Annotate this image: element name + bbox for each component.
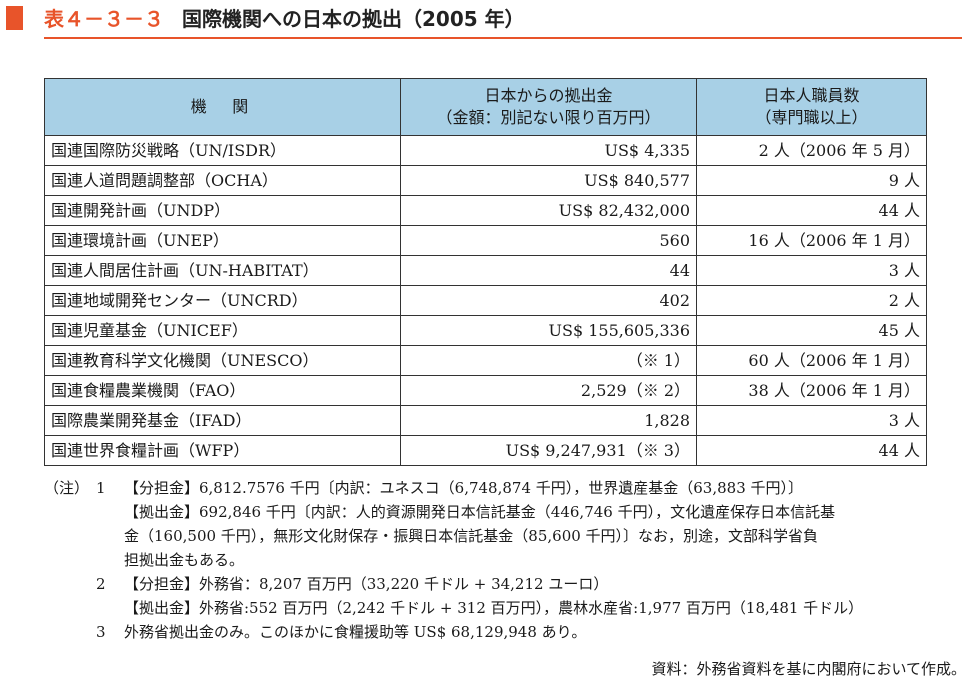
cell-organization: 国連人間居住計画（UN-HABITAT） xyxy=(44,255,401,286)
header-organization: 機関 xyxy=(44,78,401,136)
table-row: 国連環境計画（UNEP） 560 16 人（2006 年 1 月） xyxy=(44,225,927,256)
cell-staff: 38 人（2006 年 1 月） xyxy=(696,375,927,406)
table-row: 国連国際防災戦略（UN/ISDR） US$ 4,335 2 人（2006 年 5 月… xyxy=(44,135,927,166)
header-staff: 日本人職員数 （専門職以上） xyxy=(696,78,927,136)
contribution-table: 機関 日本からの拠出金 （金額：別記ない限り百万円） 日本人職員数 （専門職以上… xyxy=(44,78,927,466)
cell-amount: US$ 155,605,336 xyxy=(400,315,697,346)
page-title: 表４－３－３ 国際機関への日本の拠出（2005 年） xyxy=(44,4,525,34)
cell-organization: 国際農業開発基金（IFAD） xyxy=(44,405,401,436)
table-row: 国連世界食糧計画（WFP） US$ 9,247,931（※ 3） 44 人 xyxy=(44,435,927,466)
cell-amount: US$ 82,432,000 xyxy=(400,195,697,226)
cell-staff: 44 人 xyxy=(696,435,927,466)
table-body: 国連国際防災戦略（UN/ISDR） US$ 4,335 2 人（2006 年 5 月… xyxy=(44,135,927,466)
cell-amount: US$ 840,577 xyxy=(400,165,697,196)
cell-staff: 2 人（2006 年 5 月） xyxy=(696,135,927,166)
cell-staff: 2 人 xyxy=(696,285,927,316)
cell-organization: 国連環境計画（UNEP） xyxy=(44,225,401,256)
table-row: 国連地域開発センター（UNCRD） 402 2 人 xyxy=(44,285,927,316)
note-text: 外務省拠出金のみ。このほかに食糧援助等 US$ 68,129,948 あり。 xyxy=(124,623,587,641)
table-row: 国連人間居住計画（UN-HABITAT） 44 3 人 xyxy=(44,255,927,286)
table-row: 国際農業開発基金（IFAD） 1,828 3 人 xyxy=(44,405,927,436)
table-title: 国際機関への日本の拠出（2005 年） xyxy=(182,7,525,31)
note-text: 担拠出金もある。 xyxy=(124,551,245,569)
table-row: 国連開発計画（UNDP） US$ 82,432,000 44 人 xyxy=(44,195,927,226)
cell-staff: 60 人（2006 年 1 月） xyxy=(696,345,927,376)
cell-amount: 2,529（※ 2） xyxy=(400,375,697,406)
table-row: 国連児童基金（UNICEF） US$ 155,605,336 45 人 xyxy=(44,315,927,346)
cell-amount: 44 xyxy=(400,255,697,286)
cell-amount: 560 xyxy=(400,225,697,256)
cell-organization: 国連開発計画（UNDP） xyxy=(44,195,401,226)
header-staff-line1: 日本人職員数 xyxy=(763,86,860,105)
header-amount: 日本からの拠出金 （金額：別記ない限り百万円） xyxy=(400,78,697,136)
table-row: 国連食糧農業機関（FAO） 2,529（※ 2） 38 人（2006 年 1 月） xyxy=(44,375,927,406)
note-text: 【分担金】外務省：8,207 百万円（33,220 千ドル + 34,212 ユ… xyxy=(124,575,609,593)
note-1-line-3: 金（160,500 千円），無形文化財保存・振興日本信託基金（85,600 千円… xyxy=(44,524,964,548)
table-number: 表４－３－３ xyxy=(44,7,164,31)
cell-organization: 国連児童基金（UNICEF） xyxy=(44,315,401,346)
note-text: 【分担金】6,812.7576 千円〔内訳：ユネスコ（6,748,874 千円）… xyxy=(124,479,804,497)
note-number: 1 xyxy=(96,479,106,497)
notes-section: （注） 1 【分担金】6,812.7576 千円〔内訳：ユネスコ（6,748,8… xyxy=(44,476,964,644)
cell-staff: 3 人 xyxy=(696,405,927,436)
note-2-line-1: 2 【分担金】外務省：8,207 百万円（33,220 千ドル + 34,212… xyxy=(44,572,964,596)
table-row: 国連人道問題調整部（OCHA） US$ 840,577 9 人 xyxy=(44,165,927,196)
note-1-line-1: （注） 1 【分担金】6,812.7576 千円〔内訳：ユネスコ（6,748,8… xyxy=(44,476,964,500)
note-number: 2 xyxy=(96,575,106,593)
title-marker xyxy=(6,6,23,30)
header-amount-line2: （金額：別記ない限り百万円） xyxy=(436,108,661,127)
note-text: 金（160,500 千円），無形文化財保存・振興日本信託基金（85,600 千円… xyxy=(124,527,819,545)
cell-amount: （※ 1） xyxy=(400,345,697,376)
cell-staff: 16 人（2006 年 1 月） xyxy=(696,225,927,256)
cell-organization: 国連食糧農業機関（FAO） xyxy=(44,375,401,406)
title-underline xyxy=(44,37,962,39)
note-1-line-4: 担拠出金もある。 xyxy=(44,548,964,572)
cell-organization: 国連世界食糧計画（WFP） xyxy=(44,435,401,466)
notes-marker: （注） xyxy=(44,479,90,497)
note-3-line-1: 3 外務省拠出金のみ。このほかに食糧援助等 US$ 68,129,948 あり。 xyxy=(44,620,964,644)
cell-staff: 9 人 xyxy=(696,165,927,196)
cell-staff: 44 人 xyxy=(696,195,927,226)
note-number: 3 xyxy=(96,623,106,641)
table-row: 国連教育科学文化機関（UNESCO） （※ 1） 60 人（2006 年 1 月） xyxy=(44,345,927,376)
cell-amount: US$ 4,335 xyxy=(400,135,697,166)
cell-organization: 国連国際防災戦略（UN/ISDR） xyxy=(44,135,401,166)
cell-amount: US$ 9,247,931（※ 3） xyxy=(400,435,697,466)
cell-organization: 国連地域開発センター（UNCRD） xyxy=(44,285,401,316)
note-text: 【拠出金】外務省:552 百万円（2,242 千ドル + 312 百万円），農林… xyxy=(124,599,864,617)
cell-staff: 45 人 xyxy=(696,315,927,346)
cell-amount: 1,828 xyxy=(400,405,697,436)
title-bar: 表４－３－３ 国際機関への日本の拠出（2005 年） xyxy=(0,0,972,40)
table-header-row: 機関 日本からの拠出金 （金額：別記ない限り百万円） 日本人職員数 （専門職以上… xyxy=(44,78,927,136)
cell-organization: 国連教育科学文化機関（UNESCO） xyxy=(44,345,401,376)
source-note: 資料：外務省資料を基に内閣府において作成。 xyxy=(651,660,966,678)
cell-staff: 3 人 xyxy=(696,255,927,286)
note-1-line-2: 【拠出金】692,846 千円〔内訳：人的資源開発日本信託基金（446,746 … xyxy=(44,500,964,524)
note-2-line-2: 【拠出金】外務省:552 百万円（2,242 千ドル + 312 百万円），農林… xyxy=(44,596,964,620)
cell-amount: 402 xyxy=(400,285,697,316)
cell-organization: 国連人道問題調整部（OCHA） xyxy=(44,165,401,196)
header-amount-line1: 日本からの拠出金 xyxy=(484,86,613,105)
header-staff-line2: （専門職以上） xyxy=(755,108,868,127)
note-text: 【拠出金】692,846 千円〔内訳：人的資源開発日本信託基金（446,746 … xyxy=(124,503,836,521)
